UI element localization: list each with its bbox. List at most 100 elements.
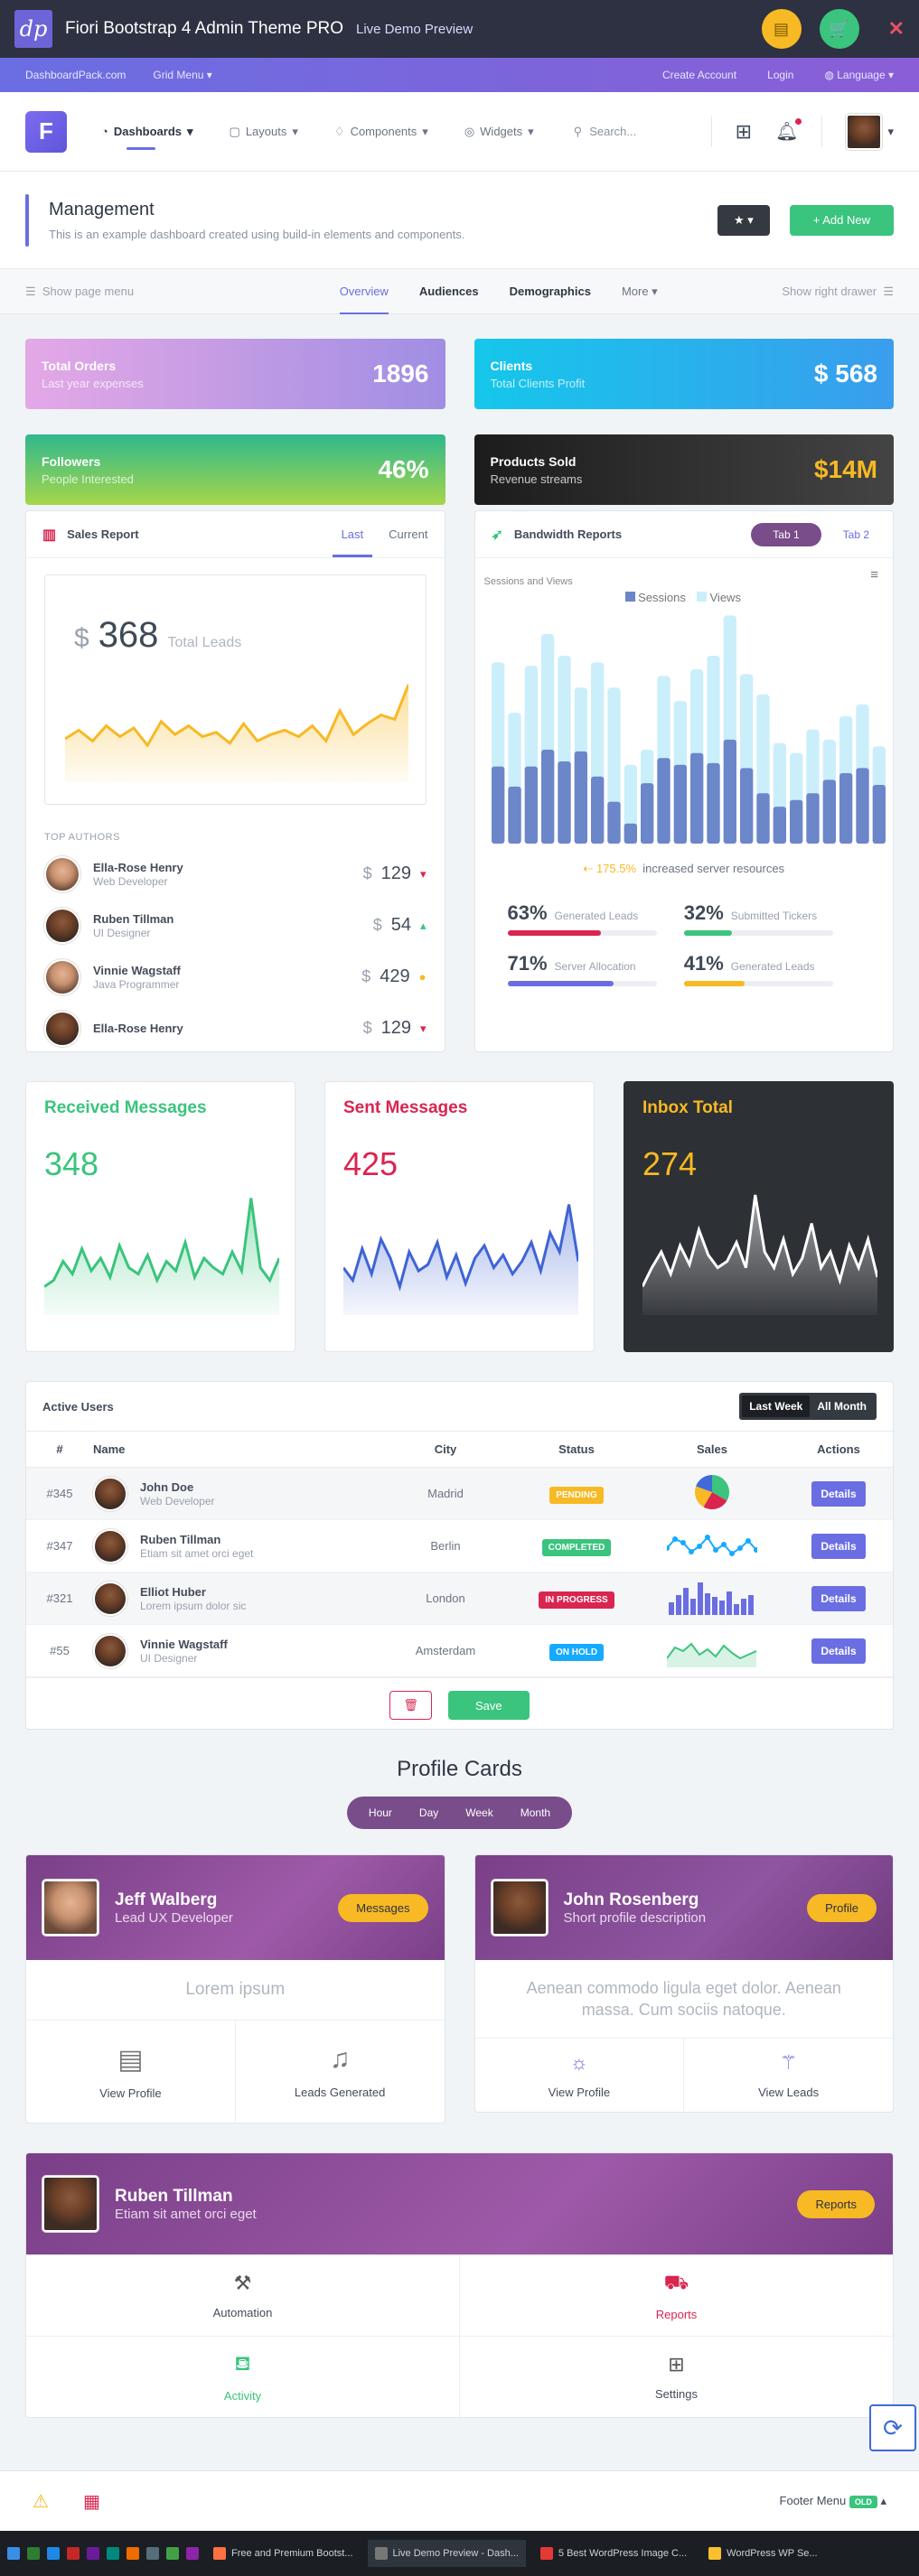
menu-icon[interactable]: ≡ <box>870 567 878 583</box>
app-icon <box>7 2547 20 2560</box>
warning-icon[interactable]: ⚠ <box>33 2491 49 2512</box>
trash-icon[interactable]: 🗑︎ <box>389 1691 432 1720</box>
tab-demographics[interactable]: Demographics <box>509 285 591 298</box>
spark-point <box>680 1540 686 1545</box>
taskbar-item[interactable]: 5 Best WordPress Image C... <box>533 2540 694 2567</box>
user-avatar <box>93 1581 127 1616</box>
site-link[interactable]: DashboardPack.com <box>25 69 127 81</box>
search-input[interactable]: Search... <box>589 125 637 138</box>
last-week-button[interactable]: Last Week <box>742 1395 811 1417</box>
details-button[interactable]: Details <box>811 1533 866 1559</box>
star-dropdown-button[interactable]: ★ ▾ <box>717 204 770 236</box>
bell-icon[interactable]: 🔔︎ <box>775 118 802 143</box>
author-avatar <box>44 1010 80 1047</box>
tab-overview[interactable]: Overview <box>339 269 389 314</box>
search-box[interactable]: ⚲ Search... <box>574 125 637 139</box>
buy-icon[interactable]: ▤ <box>761 9 802 49</box>
spark-point <box>713 1547 718 1553</box>
cart-icon[interactable]: 🛒 <box>819 9 859 49</box>
tab-more[interactable]: More ▾ <box>621 284 658 299</box>
show-right-drawer[interactable]: Show right drawer ☰ <box>782 284 894 298</box>
tab-current[interactable]: Current <box>389 527 428 541</box>
chevron-down-icon: ▾ <box>887 124 894 138</box>
refresh-icon[interactable]: ⟳ <box>869 2404 916 2451</box>
footer-menu[interactable]: Footer Menu OLD ▴ <box>779 2494 886 2508</box>
nav-components[interactable]: ♢ Components ▾ <box>333 124 428 139</box>
profile-cards-heading: Profile Cards <box>397 1757 522 1781</box>
details-button[interactable]: Details <box>811 1638 866 1664</box>
bulb-icon: ♢ <box>333 124 345 138</box>
tab-1[interactable]: Tab 1 <box>751 522 821 546</box>
user-avatar[interactable] <box>846 113 883 150</box>
view-leads-action[interactable]: ⚚ View Leads <box>758 2051 820 2099</box>
tab-last[interactable]: Last <box>332 527 372 557</box>
spark-bar <box>748 1595 754 1615</box>
add-new-button[interactable]: + Add New <box>789 204 894 236</box>
dp-logo[interactable]: dp <box>14 10 52 48</box>
sun-icon: ☼ <box>569 2051 588 2074</box>
preview-topbar: dp Fiori Bootstrap 4 Admin Theme PRO Liv… <box>0 0 919 58</box>
sessions-bar <box>656 758 670 844</box>
author-avatar <box>44 855 80 892</box>
grid-icon[interactable]: ⊞ <box>735 119 753 143</box>
messages-button[interactable]: Messages <box>338 1893 428 1922</box>
period-week[interactable]: Week <box>465 1806 493 1819</box>
tab-audiences[interactable]: Audiences <box>418 285 479 298</box>
widget-icon: ◎ <box>464 124 475 138</box>
sessions-bar <box>524 766 538 844</box>
chart-icon[interactable]: ▦ <box>82 2491 100 2512</box>
nav-layouts[interactable]: ▢ Layouts ▾ <box>229 124 298 139</box>
automation-action[interactable]: ⚒ Automation <box>26 2255 460 2336</box>
jeff-avatar <box>42 1880 98 1936</box>
view-profile-action[interactable]: ☼ View Profile <box>475 2039 685 2112</box>
sessions-bar <box>755 793 770 844</box>
period-day[interactable]: Day <box>418 1806 439 1819</box>
language-menu[interactable]: ◍ Language ▾ <box>824 69 894 81</box>
sales-sparkline <box>666 1642 757 1667</box>
progress-bar <box>507 981 657 986</box>
spark-point <box>746 1538 751 1544</box>
taskbar-item[interactable]: Live Demo Preview - Dash... <box>367 2540 526 2567</box>
sessions-bar <box>574 751 587 844</box>
leads-generated-action[interactable]: ♫ Leads Generated <box>294 2044 386 2099</box>
nav-dashboards[interactable]: ◔ Dashboards ▾ <box>101 92 193 172</box>
sessions-bar <box>540 750 554 844</box>
sessions-bar <box>839 773 852 844</box>
reports-button[interactable]: Reports <box>797 2189 875 2218</box>
view-profile-action[interactable]: ▤ View Profile <box>26 2021 236 2123</box>
profile-button[interactable]: Profile <box>807 1893 877 1922</box>
settings-action[interactable]: ⊞ Settings <box>655 2353 698 2401</box>
profile-card-jeff: Jeff Walberg Lead UX Developer Messages L… <box>25 1854 445 2123</box>
login-link[interactable]: Login <box>767 69 794 81</box>
john-avatar <box>491 1880 548 1936</box>
kpi-item: 71% Server Allocation <box>507 936 684 986</box>
show-page-menu[interactable]: ☰ Show page menu <box>25 284 135 298</box>
save-button[interactable]: Save <box>447 1691 530 1720</box>
grid-menu[interactable]: Grid Menu ▾ <box>153 69 212 81</box>
pie-slice <box>696 1475 712 1492</box>
app-logo[interactable]: F <box>25 110 67 153</box>
activity-action[interactable]: ⛾ Activity <box>26 2337 460 2417</box>
legend-views: Views <box>696 591 741 604</box>
details-button[interactable]: Details <box>811 1585 866 1611</box>
tab-2[interactable]: Tab 2 <box>842 527 869 541</box>
bus-icon: ⛾ <box>234 2351 251 2375</box>
chart-label: Sessions and Views <box>483 576 573 587</box>
period-month[interactable]: Month <box>520 1806 551 1819</box>
nav-widgets[interactable]: ◎ Widgets ▾ <box>464 124 534 139</box>
all-month-button[interactable]: All Month <box>817 1400 867 1413</box>
taskbar-item[interactable]: WordPress WP Se... <box>701 2540 824 2567</box>
period-hour[interactable]: Hour <box>368 1806 392 1819</box>
taskbar-item[interactable]: Free and Premium Bootst... <box>206 2540 361 2567</box>
create-account-link[interactable]: Create Account <box>662 69 737 81</box>
area-line <box>44 1198 279 1288</box>
music-icon: ♫ <box>329 2044 351 2074</box>
spark-bar <box>727 1591 732 1615</box>
page-tabs-bar: ☰ Show page menu Overview Audiences Demo… <box>0 269 919 314</box>
close-icon[interactable]: ✕ <box>887 17 905 40</box>
details-button[interactable]: Details <box>811 1480 866 1507</box>
reports-action[interactable]: ⛟ Reports <box>655 2270 698 2321</box>
total-leads-area-chart <box>65 684 408 782</box>
increase-note: ⇠ 175.5% increased server resources <box>583 862 785 875</box>
sessions-views-bar-chart <box>491 615 886 844</box>
